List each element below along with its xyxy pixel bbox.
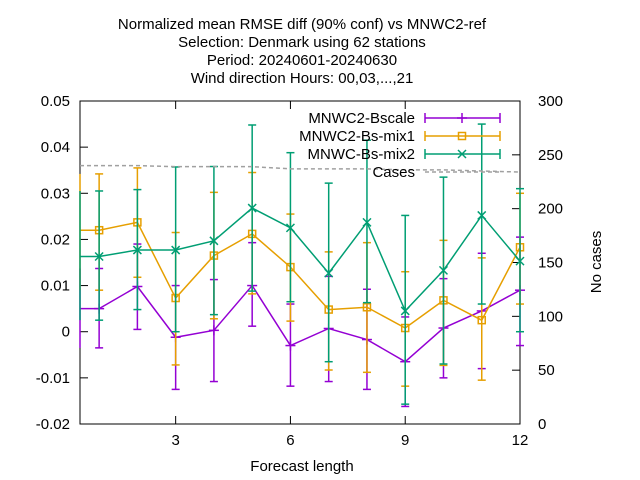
x-axis-ticks: 3 6 9 12	[171, 101, 528, 449]
legend-label: MNWC2-Bs-mix1	[299, 128, 415, 145]
legend-label: MNWC-Bs-mix2	[308, 146, 415, 163]
legend-marker	[457, 113, 467, 123]
y-tick-label: 0.01	[41, 278, 70, 295]
legend-entry-4: Cases	[372, 164, 500, 181]
plot-border	[79, 100, 521, 425]
data-point	[400, 306, 410, 316]
legend-entry-2: MNWC2-Bs-mix1	[299, 128, 501, 145]
y2-tick-label: 250	[538, 147, 563, 164]
legend-marker	[457, 149, 467, 159]
series-line	[80, 207, 521, 313]
y2-axis-label: No cases	[588, 231, 605, 294]
y2-tick-label: 0	[538, 416, 546, 433]
error-bar	[477, 123, 486, 305]
plot-frame	[79, 100, 521, 425]
y-tick-label: 0.05	[41, 93, 70, 110]
x-tick-label: 3	[171, 432, 179, 449]
data-point	[285, 223, 295, 233]
data-point	[171, 245, 181, 255]
y2-tick-label: 50	[538, 362, 555, 379]
y2-tick-label: 200	[538, 201, 563, 218]
y-tick-label: 0.04	[41, 139, 70, 156]
chart-title-line-2: Selection: Denmark using 62 stations	[178, 34, 426, 51]
y2-axis-ticks: 0 50 100 150 200 250 300	[512, 93, 563, 433]
y-axis-ticks: -0.02 -0.01 0 0.01 0.02 0.03 0.04 0.05	[36, 93, 88, 433]
chart-title-line-4: Wind direction Hours: 00,03,...,21	[191, 70, 414, 87]
y-tick-label: -0.01	[36, 370, 70, 387]
data-point	[438, 265, 449, 275]
chart-title: Normalized mean RMSE diff (90% conf) vs …	[118, 16, 487, 87]
y2-tick-label: 100	[538, 308, 563, 325]
data-point	[477, 210, 487, 220]
legend-label: Cases	[372, 164, 415, 181]
y2-tick-label: 300	[538, 93, 563, 110]
chart-title-line-3: Period: 20240601-20240630	[207, 52, 397, 69]
chart-title-line-1: Normalized mean RMSE diff (90% conf) vs …	[118, 16, 487, 33]
data-point	[362, 217, 372, 227]
legend-entry-1: MNWC2-Bscale	[308, 110, 501, 127]
legend: MNWC2-BscaleMNWC2-Bs-mix1MNWC-Bs-mix2Cas…	[299, 110, 501, 181]
data-point	[362, 303, 372, 312]
legend-label: MNWC2-Bscale	[308, 110, 415, 127]
series-line	[80, 284, 521, 363]
error-bar	[401, 214, 410, 405]
legend-entry-3: MNWC-Bs-mix2	[308, 146, 501, 163]
data-point	[209, 236, 219, 246]
y2-tick-label: 150	[538, 255, 563, 272]
y-tick-label: 0.03	[41, 185, 70, 202]
series-group	[79, 123, 525, 408]
data-point	[515, 256, 525, 266]
data-point	[247, 203, 257, 213]
legend-marker	[457, 131, 467, 141]
x-tick-label: 9	[401, 432, 409, 449]
y-tick-label: 0	[62, 324, 70, 341]
data-point	[285, 340, 296, 351]
series-cases	[80, 164, 521, 173]
y-tick-label: -0.02	[36, 416, 70, 433]
series-mnwc2-bs-mix1	[79, 167, 525, 387]
y-tick-label: 0.02	[41, 231, 70, 248]
series-mnwc2-bscale	[79, 236, 525, 408]
series-line	[80, 164, 521, 173]
data-point	[132, 245, 142, 255]
x-tick-label: 12	[512, 432, 529, 449]
data-point	[208, 325, 219, 336]
x-tick-label: 6	[286, 432, 294, 449]
data-point	[94, 251, 104, 262]
data-point	[477, 315, 486, 325]
data-point	[324, 268, 334, 278]
x-axis-label: Forecast length	[250, 458, 353, 475]
